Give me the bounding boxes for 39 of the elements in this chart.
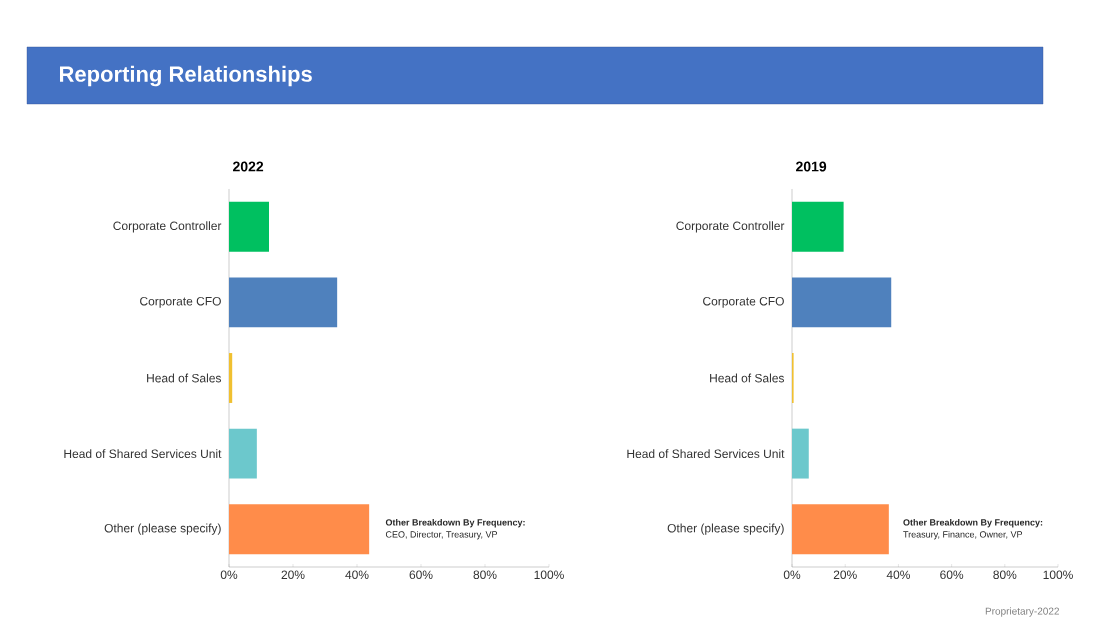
x-tick-label: 100%: [534, 570, 564, 580]
y-tick-label: Corporate Controller: [676, 221, 785, 233]
x-tick-label: 0%: [220, 570, 238, 580]
y-tick-label: Corporate CFO: [140, 296, 221, 308]
text: Reporting Relationships: [59, 65, 312, 87]
x-tick-label: 80%: [993, 570, 1017, 580]
annotation: Treasury, Finance, Owner, VP: [903, 531, 1023, 540]
x-tick-label: 60%: [940, 570, 964, 580]
x-tick-label: 40%: [886, 570, 910, 580]
chart-title: 2019: [796, 161, 827, 172]
x-tick-label: 100%: [1043, 570, 1073, 580]
bar: [792, 428, 809, 479]
bar: [792, 201, 844, 252]
bar: [229, 504, 370, 555]
annotation: Other Breakdown By Frequency:: [903, 519, 1043, 528]
x-tick-label: 40%: [345, 570, 369, 580]
x-tick-label: 20%: [281, 570, 305, 580]
y-tick-label: Other (please specify): [104, 523, 221, 535]
y-tick-label: Head of Shared Services Unit: [64, 449, 222, 459]
y-tick-label: Head of Sales: [710, 373, 785, 383]
y-tick-label: Other (please specify): [667, 523, 784, 535]
annotation: CEO, Director, Treasury, VP: [385, 531, 498, 540]
bar: [792, 277, 892, 328]
chart-title: 2022: [233, 161, 264, 172]
y-tick-label: Corporate Controller: [113, 221, 222, 233]
x-tick-label: 0%: [783, 570, 801, 580]
x-tick-label: 20%: [833, 570, 857, 580]
x-tick-label: 60%: [409, 570, 433, 580]
bar: [229, 201, 269, 252]
bar: [229, 428, 257, 479]
annotation: Other Breakdown By Frequency:: [385, 519, 525, 528]
y-tick-label: Head of Shared Services Unit: [627, 449, 785, 459]
bar: [229, 353, 233, 403]
x-tick-label: 80%: [473, 570, 497, 580]
text: Proprietary-2022: [985, 607, 1059, 617]
bar: [229, 277, 338, 328]
y-tick-label: Corporate CFO: [703, 296, 784, 308]
bar: [792, 504, 889, 555]
y-tick-label: Head of Sales: [147, 373, 222, 383]
